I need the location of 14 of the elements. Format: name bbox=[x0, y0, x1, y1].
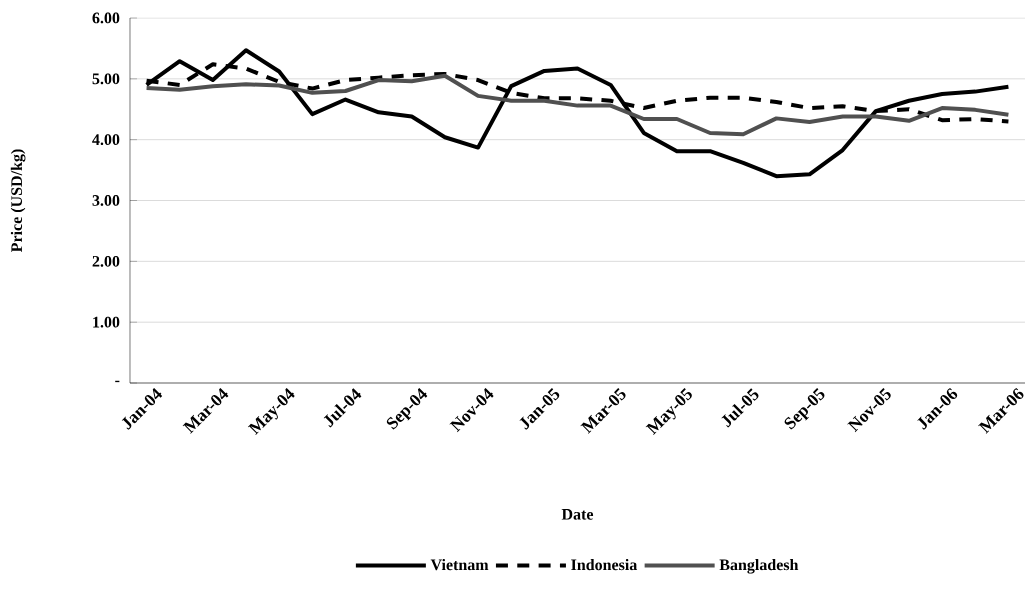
x-axis-title: Date bbox=[561, 509, 594, 520]
y-tick-label: 1.00 bbox=[93, 316, 120, 328]
line-series bbox=[144, 48, 1011, 179]
y-axis-title: Price (USD/kg) bbox=[10, 149, 26, 252]
legend-label: Bangladesh bbox=[719, 558, 799, 574]
y-tick-label: 4.00 bbox=[92, 134, 120, 146]
y-tick-label: 6.00 bbox=[92, 12, 120, 24]
legend-label: Indonesia bbox=[571, 558, 638, 571]
legend-label: Vietnam bbox=[430, 558, 489, 571]
y-tick-label: 2.00 bbox=[92, 255, 120, 267]
y-tick-label: 5.00 bbox=[92, 73, 120, 85]
line-series bbox=[144, 73, 1011, 137]
y-tick-label: 3.00 bbox=[92, 195, 120, 206]
y-tick-label: - bbox=[115, 380, 120, 383]
